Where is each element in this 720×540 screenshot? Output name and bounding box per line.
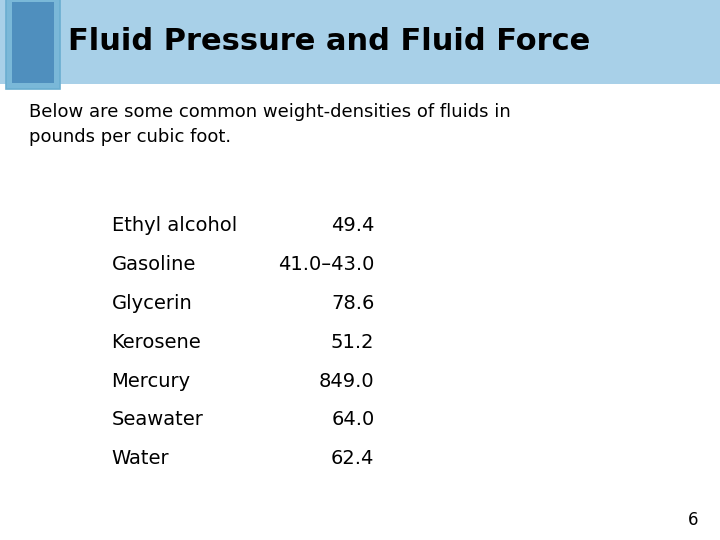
Text: 51.2: 51.2: [331, 333, 374, 352]
Text: 62.4: 62.4: [331, 449, 374, 468]
Text: Kerosene: Kerosene: [112, 333, 202, 352]
Text: Below are some common weight-densities of fluids in
pounds per cubic foot.: Below are some common weight-densities o…: [29, 103, 510, 146]
Text: 41.0–43.0: 41.0–43.0: [278, 255, 374, 274]
Text: 78.6: 78.6: [331, 294, 374, 313]
Text: Gasoline: Gasoline: [112, 255, 196, 274]
Text: 49.4: 49.4: [331, 216, 374, 235]
Bar: [0, 0, 720, 84]
Text: 6: 6: [688, 511, 698, 529]
Text: 64.0: 64.0: [331, 410, 374, 429]
Bar: [12, 2, 54, 83]
Text: Ethyl alcohol: Ethyl alcohol: [112, 216, 237, 235]
Bar: [6, 0, 60, 89]
Text: Mercury: Mercury: [112, 372, 191, 390]
Text: Glycerin: Glycerin: [112, 294, 192, 313]
Text: Water: Water: [112, 449, 169, 468]
Text: 849.0: 849.0: [319, 372, 374, 390]
Text: Fluid Pressure and Fluid Force: Fluid Pressure and Fluid Force: [68, 28, 590, 56]
Text: Seawater: Seawater: [112, 410, 204, 429]
